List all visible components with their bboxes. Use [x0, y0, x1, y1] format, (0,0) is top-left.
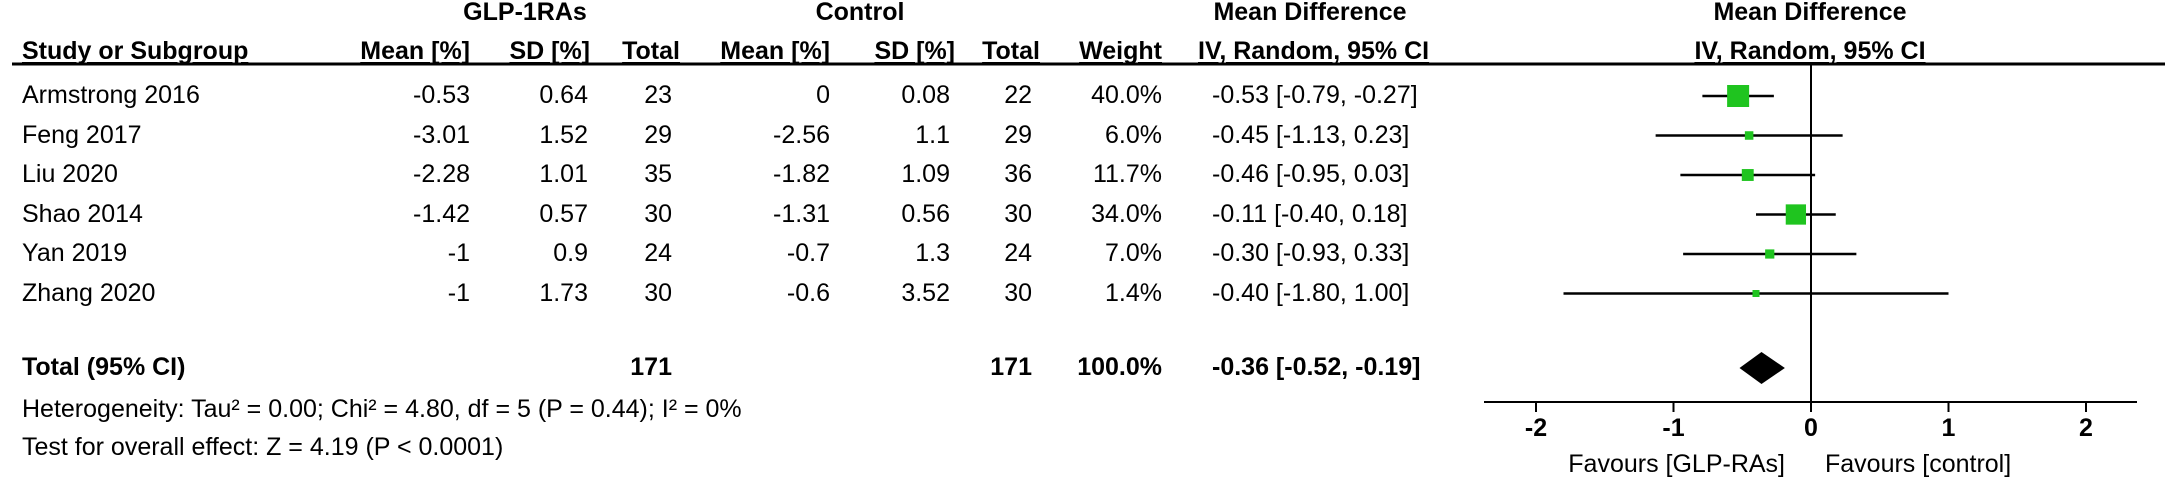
row-study-name: Zhang 2020 [22, 278, 156, 307]
row-ctl-sd: 1.1 [915, 120, 950, 149]
x-tick-label: -2 [1525, 414, 1547, 442]
row-study-name: Liu 2020 [22, 160, 118, 188]
group-header-glp1ras: GLP-1RAs [463, 0, 587, 26]
row-ctl-sd: 0.56 [901, 199, 950, 228]
row-ctl-total: 30 [1004, 278, 1032, 307]
col-header-weight: Weight [1079, 37, 1162, 65]
total-ctl-total: 171 [990, 353, 1032, 381]
row-weight: 1.4% [1105, 278, 1162, 307]
row-ci-text: -0.40 [-1.80, 1.00] [1212, 278, 1410, 307]
row-ctl-total: 24 [1004, 239, 1032, 267]
heterogeneity-text: Heterogeneity: Tau² = 0.00; Chi² = 4.80,… [22, 395, 742, 423]
row-ctl-total: 30 [1004, 199, 1032, 228]
row-exp-sd: 1.52 [539, 120, 588, 149]
col-header-ctl-mean: Mean [%] [720, 37, 830, 65]
group-header-control: Control [815, 0, 905, 26]
row-ci-text: -0.46 [-0.95, 0.03] [1212, 160, 1410, 188]
col-header-study: Study or Subgroup [22, 37, 249, 65]
col-header-ci-text: IV, Random, 95% CI [1198, 37, 1430, 65]
pooled-diamond [1739, 352, 1785, 384]
col-header-exp-total: Total [622, 37, 680, 65]
row-ctl-mean: -0.7 [786, 239, 830, 267]
group-header-mean-difference-plot: Mean Difference [1713, 0, 1907, 26]
row-exp-total: 35 [644, 160, 672, 188]
row-study-name: Yan 2019 [22, 239, 128, 267]
row-exp-sd: 0.64 [539, 81, 588, 109]
study-marker [1752, 290, 1760, 297]
x-tick-label: -1 [1662, 414, 1684, 442]
row-exp-total: 23 [644, 81, 672, 109]
row-exp-sd: 0.57 [539, 199, 588, 228]
total-ci: -0.36 [-0.52, -0.19] [1212, 353, 1421, 381]
total-weight: 100.0% [1077, 353, 1162, 381]
row-exp-mean: -1 [447, 278, 470, 307]
row-exp-mean: -1.42 [413, 199, 470, 228]
row-ctl-mean: -1.82 [773, 160, 830, 188]
col-header-ctl-sd: SD [%] [874, 37, 955, 65]
row-ci-text: -0.45 [-1.13, 0.23] [1212, 120, 1410, 149]
row-exp-mean: -1 [447, 239, 470, 267]
row-ctl-total: 29 [1004, 120, 1032, 149]
row-exp-sd: 1.01 [539, 160, 588, 188]
row-exp-sd: 0.9 [553, 239, 588, 267]
study-marker [1785, 204, 1807, 225]
row-study-name: Shao 2014 [22, 199, 143, 228]
row-exp-total: 29 [644, 120, 672, 149]
row-ctl-total: 36 [1004, 160, 1032, 188]
row-ctl-sd: 3.52 [901, 278, 950, 307]
row-exp-mean: -2.28 [413, 160, 470, 188]
row-weight: 6.0% [1105, 120, 1162, 149]
row-ctl-total: 22 [1004, 81, 1032, 109]
row-exp-total: 30 [644, 278, 672, 307]
study-marker [1727, 85, 1750, 107]
x-tick-label: 0 [1804, 414, 1818, 442]
col-header-exp-mean: Mean [%] [360, 37, 470, 65]
row-weight: 11.7% [1092, 160, 1162, 188]
row-ctl-sd: 0.08 [901, 81, 950, 109]
row-ctl-sd: 1.09 [901, 160, 950, 188]
row-ctl-mean: -0.6 [786, 278, 830, 307]
total-label: Total (95% CI) [22, 353, 186, 381]
row-weight: 34.0% [1091, 199, 1162, 228]
row-ctl-sd: 1.3 [915, 239, 950, 267]
col-header-exp-sd: SD [%] [509, 37, 590, 65]
study-marker [1765, 249, 1775, 259]
row-exp-total: 30 [644, 199, 672, 228]
x-tick-label: 1 [1942, 414, 1956, 442]
col-header-ci-plot: IV, Random, 95% CI [1694, 37, 1926, 65]
row-exp-mean: -0.53 [413, 81, 470, 109]
forest-table: GLP-1RAs Control Mean Difference Mean Di… [22, 0, 1926, 461]
row-ci-text: -0.30 [-0.93, 0.33] [1212, 239, 1410, 267]
row-ci-text: -0.53 [-0.79, -0.27] [1212, 81, 1418, 109]
total-exp-total: 171 [630, 353, 672, 381]
row-study-name: Armstrong 2016 [22, 81, 200, 109]
overall-effect-text: Test for overall effect: Z = 4.19 (P < 0… [22, 433, 504, 461]
row-weight: 7.0% [1105, 239, 1162, 267]
favours-left-label: Favours [GLP-RAs] [1568, 450, 1785, 478]
row-study-name: Feng 2017 [22, 120, 142, 149]
row-exp-total: 24 [644, 239, 672, 267]
row-ctl-mean: -1.31 [773, 199, 830, 228]
favours-right-label: Favours [control] [1825, 450, 2011, 478]
group-header-mean-difference-text: Mean Difference [1213, 0, 1407, 26]
study-marker [1741, 169, 1754, 181]
row-ci-text: -0.11 [-0.40, 0.18] [1212, 199, 1408, 228]
row-ctl-mean: -2.56 [773, 120, 830, 149]
row-exp-mean: -3.01 [413, 120, 470, 149]
col-header-ctl-total: Total [982, 37, 1040, 65]
row-weight: 40.0% [1091, 81, 1162, 109]
x-tick-label: 2 [2079, 414, 2093, 442]
row-ctl-mean: 0 [816, 81, 830, 109]
row-exp-sd: 1.73 [539, 278, 588, 307]
study-marker [1744, 131, 1754, 140]
